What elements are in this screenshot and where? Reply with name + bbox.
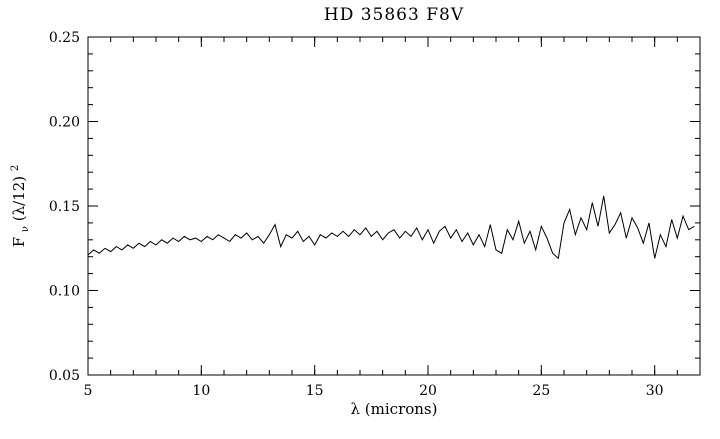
y-axis-label: F ν (λ/12) 2	[10, 165, 32, 248]
x-tick-label: 5	[84, 383, 93, 399]
y-label-lambda-term: (λ/12)	[10, 176, 28, 221]
chart-title: HD 35863 F8V	[324, 5, 464, 25]
x-tick-label: 15	[306, 383, 324, 399]
plot-frame	[87, 36, 701, 376]
x-tick-label: 10	[192, 383, 210, 399]
y-minor-ticks	[88, 36, 700, 376]
x-tick-label: 20	[419, 383, 437, 399]
x-tick-label: 25	[532, 383, 550, 399]
x-minor-ticks	[87, 37, 701, 375]
x-tick-labels: 5 10 15 20 25 30	[84, 383, 664, 399]
y-label-nu-subscript: ν	[20, 226, 31, 232]
x-tick-label: 30	[646, 383, 664, 399]
x-axis-label: λ (microns)	[351, 400, 438, 418]
spectrum-line	[87, 195, 695, 260]
y-tick-label: 0.25	[49, 30, 80, 46]
y-label-F: F	[10, 237, 28, 247]
y-tick-label: 0.20	[49, 115, 80, 131]
y-major-ticks	[88, 36, 700, 376]
y-tick-label: 0.15	[49, 199, 80, 215]
y-label-exponent: 2	[10, 165, 21, 171]
y-tick-label: 0.05	[49, 368, 80, 384]
y-tick-labels: 0.05 0.10 0.15 0.20 0.25	[49, 30, 80, 384]
x-major-ticks	[87, 37, 656, 375]
y-tick-label: 0.10	[49, 284, 80, 300]
